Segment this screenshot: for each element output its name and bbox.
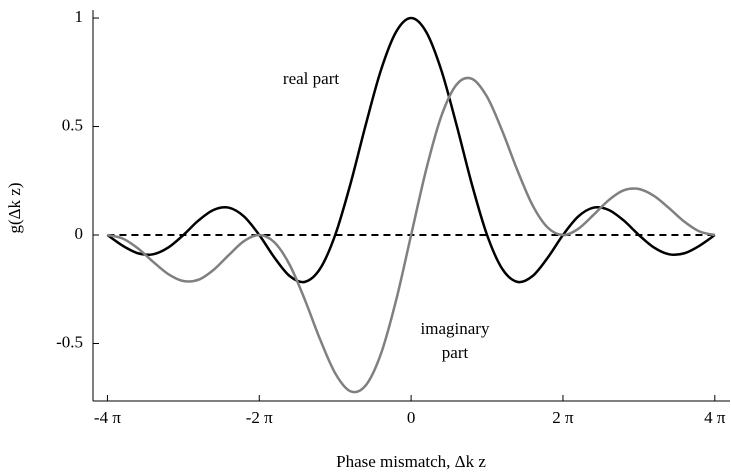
x-tick-label: 2 π xyxy=(552,408,574,427)
y-axis-label: g(Δk z) xyxy=(5,182,24,233)
x-tick-label: 4 π xyxy=(704,408,726,427)
y-tick-label: -0.5 xyxy=(56,332,83,351)
x-tick-label: 0 xyxy=(407,408,416,427)
annotation: real part xyxy=(283,69,339,88)
annotation: part xyxy=(442,343,469,362)
annotation: imaginary xyxy=(421,319,490,338)
y-tick-label: 0.5 xyxy=(62,115,83,134)
y-tick-label: 0 xyxy=(75,224,84,243)
x-axis-label: Phase mismatch, Δk z xyxy=(336,452,486,471)
x-tick-label: -4 π xyxy=(94,408,121,427)
line-series xyxy=(107,76,716,394)
line-series xyxy=(106,16,716,284)
x-tick-label: -2 π xyxy=(246,408,273,427)
y-tick-label: 1 xyxy=(75,7,84,26)
